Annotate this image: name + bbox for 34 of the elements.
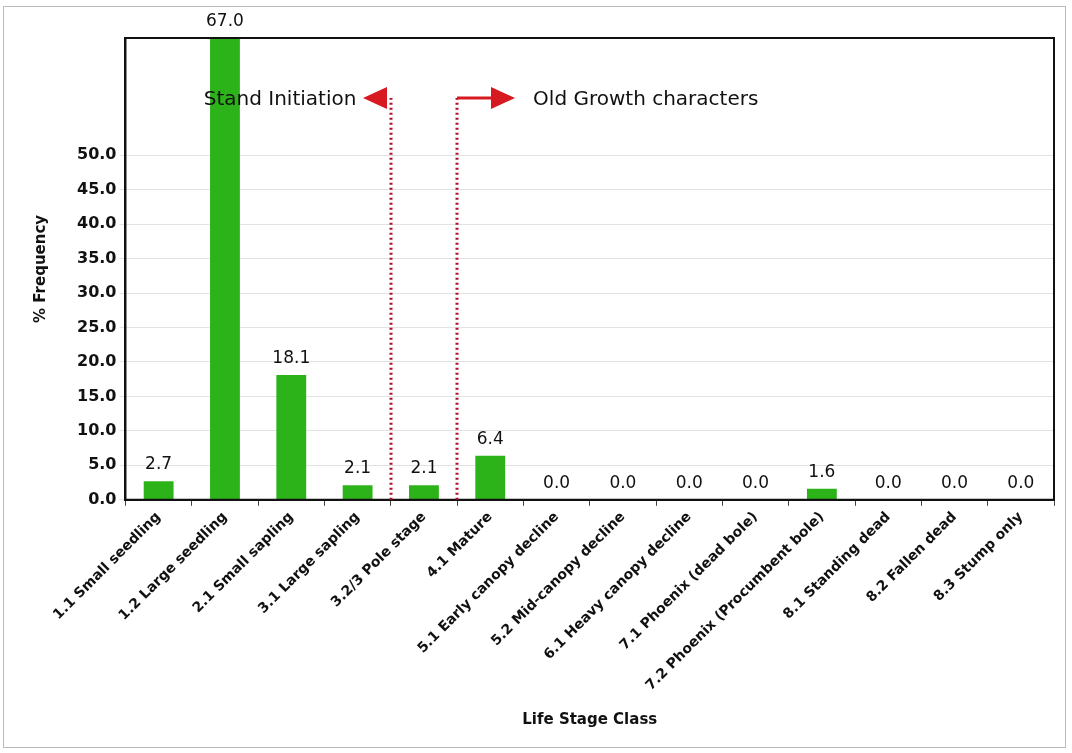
y-tick-label: 10.0 (76, 420, 117, 440)
data-label: 0.0 (1007, 471, 1035, 492)
y-tick-label: 50.0 (76, 144, 117, 164)
bar (143, 481, 174, 500)
data-label: 1.6 (808, 460, 836, 481)
y-axis-title: % Frequency (30, 214, 49, 323)
bar (409, 485, 439, 500)
data-label: 2.1 (344, 457, 372, 478)
data-label: 0.0 (940, 471, 969, 492)
y-tick-label: 0.0 (88, 488, 117, 508)
data-label: 0.0 (543, 471, 571, 492)
data-label: 0.0 (609, 471, 637, 492)
data-label: 6.4 (476, 427, 504, 448)
data-label: 18.1 (272, 346, 311, 367)
annotation: Old Growth characters (533, 86, 759, 111)
bar (806, 488, 837, 500)
y-tick-label: 25.0 (76, 316, 117, 336)
y-tick-label: 35.0 (76, 247, 117, 267)
y-tick-label: 45.0 (76, 178, 117, 198)
data-label: 2.1 (410, 457, 438, 478)
y-tick-label: 40.0 (76, 213, 117, 233)
data-label: 0.0 (675, 471, 703, 492)
data-label: 0.0 (742, 471, 770, 492)
bar (276, 375, 307, 500)
y-tick-label: 5.0 (88, 454, 117, 474)
data-label: 0.0 (874, 471, 902, 492)
data-label: 2.7 (145, 453, 173, 474)
x-axis-title: Life Stage Class (522, 709, 658, 728)
y-tick-label: 15.0 (76, 385, 117, 405)
y-tick-label: 30.0 (76, 282, 117, 302)
data-label: 67.0 (206, 9, 244, 30)
bar (475, 455, 506, 500)
y-tick-label: 20.0 (76, 351, 117, 371)
bar (342, 485, 373, 500)
